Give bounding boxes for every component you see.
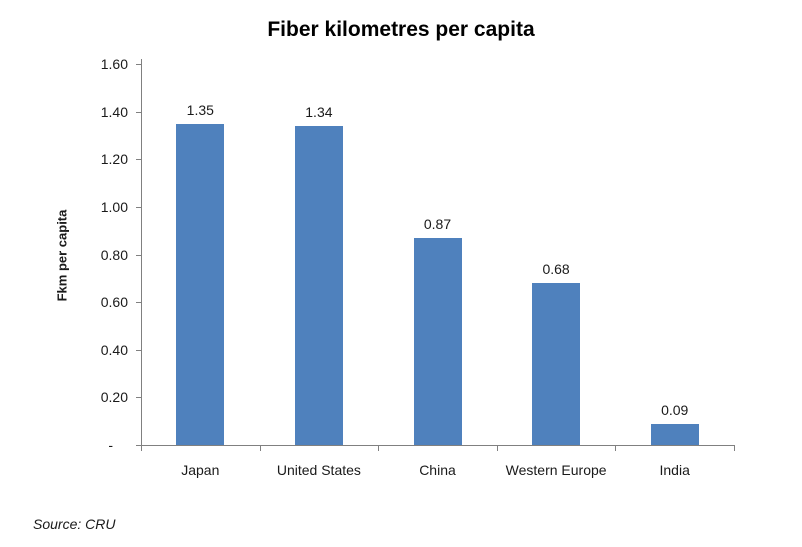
y-axis-tick (136, 254, 141, 256)
y-axis-tick-label: 1.40 (100, 103, 128, 120)
x-axis-category-label-japan: Japan (181, 462, 220, 478)
y-axis-tick (136, 302, 141, 304)
y-axis-tick (136, 64, 141, 65)
y-axis-tick (136, 397, 141, 399)
bar-value-label-india: 0.09 (661, 401, 689, 418)
bar-value-label-china: 0.87 (423, 215, 452, 232)
chart-title: Fiber kilometres per capita (267, 18, 535, 41)
x-axis-tick (615, 445, 617, 451)
y-axis-tick (136, 159, 141, 161)
y-axis-tick-label: - (108, 437, 113, 453)
y-axis-tick-label: 0.40 (100, 341, 128, 358)
y-axis-tick-label: 1.20 (100, 151, 128, 168)
x-axis-tick (496, 445, 498, 451)
y-axis-tick-label: 0.80 (100, 246, 128, 263)
bar-value-label-united-states: 1.34 (305, 103, 333, 120)
y-axis-tick-label: 1.00 (100, 198, 128, 215)
x-axis-tick (141, 445, 142, 451)
x-axis-tick (259, 445, 261, 451)
y-axis-tick (136, 111, 141, 113)
bar-china (413, 237, 462, 445)
x-axis-category-label-china: China (419, 462, 456, 478)
y-axis-tick (136, 349, 141, 351)
y-axis-tick-label: 0.60 (100, 294, 128, 311)
x-axis-category-label-india: India (659, 462, 690, 478)
bar-india (650, 423, 699, 445)
bar-western-europe (532, 283, 581, 445)
bar-japan (176, 123, 225, 445)
x-axis-tick (734, 445, 735, 451)
bar-value-label-western-europe: 0.68 (542, 261, 570, 278)
x-axis-tick (378, 445, 380, 451)
y-axis-tick-label: 1.60 (100, 56, 128, 72)
bar-value-label-japan: 1.35 (186, 101, 214, 118)
y-axis-line (141, 59, 142, 445)
x-axis-category-label-united-states: United States (276, 462, 361, 478)
x-axis-category-label-western-europe: Western Europe (505, 462, 607, 478)
x-axis-line (141, 445, 735, 446)
y-axis-tick (136, 445, 141, 446)
bar-united-states (294, 125, 343, 445)
y-axis-tick-label: 0.20 (100, 389, 128, 406)
source-note: Source: CRU (33, 516, 116, 532)
y-axis-tick (136, 206, 141, 208)
